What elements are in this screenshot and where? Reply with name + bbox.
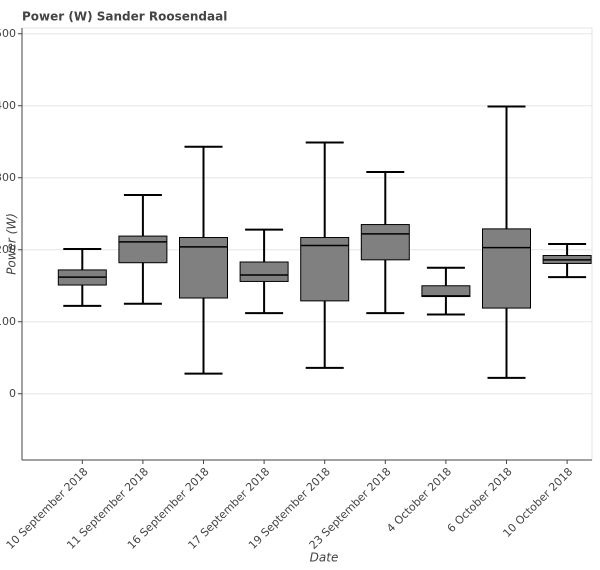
y-tick-label: 0 xyxy=(9,387,16,400)
box xyxy=(300,237,350,302)
y-tick-label: 100 xyxy=(0,315,16,328)
y-tick-label: 200 xyxy=(0,243,16,256)
box xyxy=(360,224,410,261)
y-tick-label: 300 xyxy=(0,171,16,184)
box xyxy=(482,228,531,309)
y-tick-label: 500 xyxy=(0,27,16,40)
x-tick-label: 6 October 2018 xyxy=(445,465,515,535)
box xyxy=(118,235,168,264)
chart-title: Power (W) Sander Roosendaal xyxy=(22,10,227,24)
y-axis-title: Power (W) xyxy=(5,213,19,275)
y-tick-label: 400 xyxy=(0,99,16,112)
x-axis-title: Date xyxy=(310,551,339,565)
box xyxy=(239,261,289,282)
x-tick-label: 4 October 2018 xyxy=(384,465,454,535)
box xyxy=(421,285,471,298)
